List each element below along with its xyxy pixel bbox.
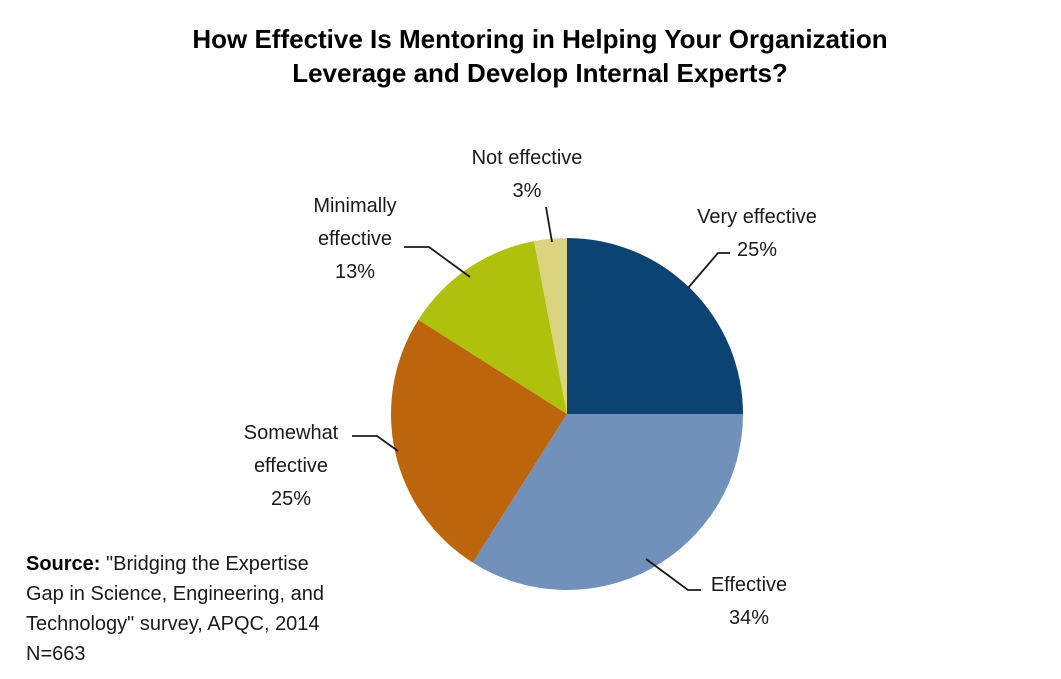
leader-line-minimally-effective bbox=[404, 246, 471, 278]
chart-title: How Effective Is Mentoring in Helping Yo… bbox=[60, 22, 1020, 90]
slice-label-text: Somewhat effective bbox=[243, 422, 339, 477]
source-line-3: Technology" survey, APQC, 2014 bbox=[26, 613, 320, 635]
pie-slice-not-effective bbox=[534, 238, 567, 414]
pie-slice-minimally-effective bbox=[418, 241, 567, 414]
source-sample-size: N=663 bbox=[26, 643, 86, 665]
slice-label-effective: Effective 34% bbox=[679, 569, 819, 635]
pie-slice-effective bbox=[472, 414, 743, 591]
slice-label-text: Very effective bbox=[697, 206, 817, 228]
source-note: Source: "Bridging the Expertise Gap in S… bbox=[26, 549, 386, 669]
leader-line-very-effective bbox=[687, 252, 730, 289]
slice-pct-text: 25% bbox=[736, 239, 778, 261]
source-label: Source: bbox=[26, 553, 101, 575]
slice-label-somewhat-effective: Somewhat effective 25% bbox=[216, 417, 366, 516]
slice-label-minimally-effective: Minimally effective 13% bbox=[275, 190, 435, 289]
source-line-1: Source: "Bridging the Expertise bbox=[26, 549, 386, 579]
leader-line-not-effective bbox=[545, 206, 553, 243]
slice-label-not-effective: Not effective 3% bbox=[442, 142, 612, 208]
chart-title-line-1: How Effective Is Mentoring in Helping Yo… bbox=[192, 24, 888, 54]
chart-title-line-2: Leverage and Develop Internal Experts? bbox=[292, 58, 788, 88]
pie-slice-very-effective bbox=[567, 238, 743, 414]
source-line-2: Gap in Science, Engineering, and bbox=[26, 583, 324, 605]
slice-pct-text: 13% bbox=[334, 261, 376, 283]
slice-label-text: Not effective bbox=[471, 147, 583, 169]
slice-label-text: Effective bbox=[710, 574, 788, 596]
slice-label-very-effective: Very effective 25% bbox=[672, 201, 842, 267]
leader-line-somewhat-effective bbox=[352, 435, 399, 452]
slice-label-text: Minimally effective bbox=[313, 195, 397, 250]
leader-line-effective bbox=[645, 558, 701, 591]
source-line-1-text: "Bridging the Expertise bbox=[100, 553, 309, 575]
slice-pct-text: 25% bbox=[270, 488, 312, 510]
slice-pct-text: 34% bbox=[728, 607, 770, 629]
slice-pct-text: 3% bbox=[512, 180, 542, 202]
pie-slice-somewhat-effective bbox=[390, 319, 567, 563]
